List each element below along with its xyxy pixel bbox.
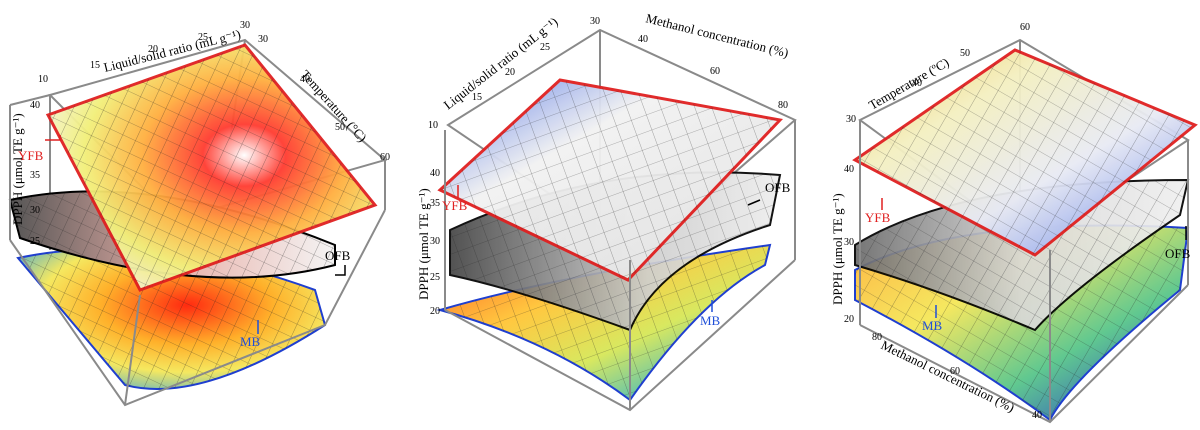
chart-1-y-tick: 50 [335, 122, 345, 133]
chart-2-z-tick: 20 [430, 306, 440, 317]
chart-1-x-tick: 30 [240, 20, 250, 31]
chart-1-z-tick: 40 [30, 100, 40, 111]
chart-3-y-tick: 40 [1032, 410, 1042, 421]
chart-3-y-tick: 80 [872, 332, 882, 343]
chart-2-y-tick: 60 [710, 66, 720, 77]
chart-2-ofb-label: OFB [765, 180, 791, 195]
chart-2-yfb-label: YFB [442, 198, 468, 213]
chart-1-box-edge [124, 294, 141, 406]
chart-1-x-tick: 15 [90, 60, 100, 71]
chart-3-box-bottom [859, 284, 1189, 424]
chart-panel-1: Liquid/solid ratio (mL g⁻¹) Temperature … [0, 0, 400, 425]
chart-1-x-tick: 20 [148, 44, 158, 55]
chart-3-svg: Temperature (ºC) Methanol concentration … [830, 22, 1198, 424]
chart-3-ofb-label: OFB [1165, 246, 1191, 261]
chart-3-z-axis-title: DPPH (μmol TE g⁻¹) [830, 193, 845, 305]
chart-2-z-axis-title: DPPH (μmol TE g⁻¹) [416, 188, 431, 300]
chart-3-mb-label: MB [922, 318, 943, 333]
chart-2-x-tick: 20 [505, 67, 515, 78]
chart-2-mb-label: MB [700, 313, 721, 328]
chart-3-y-tick: 60 [950, 366, 960, 377]
chart-2-z-tick: 25 [430, 272, 440, 283]
chart-2-box-bottom [444, 259, 796, 412]
chart-3-yfb-label: YFB [865, 210, 891, 225]
chart-1-y-tick: 40 [300, 74, 310, 85]
chart-3-z-tick: 30 [844, 237, 854, 248]
chart-1-z-axis-title: DPPH (μmol TE g⁻¹) [10, 113, 25, 225]
chart-1-box-edge [9, 94, 51, 106]
chart-1-mb-label: MB [240, 334, 261, 349]
chart-2-y-tick: 40 [638, 34, 648, 45]
chart-2-x-tick: 10 [428, 120, 438, 131]
chart-2-svg: Liquid/solid ratio (mL g⁻¹) Methanol con… [416, 10, 797, 412]
chart-3-x-tick: 50 [960, 48, 970, 59]
chart-2-ofb-pointer [747, 199, 761, 206]
yfb-mesh [48, 45, 375, 290]
chart-2-z-tick: 35 [430, 198, 440, 209]
chart-1-box-bottom [9, 209, 386, 407]
chart-1-z-tick: 30 [30, 205, 40, 216]
chart-1-ofb-pointer [335, 265, 346, 276]
chart-3-z-tick: 20 [844, 314, 854, 325]
chart-2-z-tick: 40 [430, 168, 440, 179]
chart-1-yfb-label: YFB [18, 148, 44, 163]
yfb-mesh [855, 50, 1195, 255]
chart-3-x-tick: 40 [912, 78, 922, 89]
chart-2-x-tick: 15 [472, 92, 482, 103]
chart-2-z-tick: 30 [430, 236, 440, 247]
chart-1-yfb-pointer [45, 135, 61, 141]
mb-mesh [18, 249, 325, 389]
chart-3-z-tick: 40 [844, 164, 854, 175]
chart-1-svg: Liquid/solid ratio (mL g⁻¹) Temperature … [8, 20, 390, 407]
chart-1-ofb-label: OFB [325, 248, 351, 263]
chart-2-x-tick: 30 [590, 16, 600, 27]
ofb-mesh [855, 180, 1188, 330]
chart-1-x-tick: 10 [38, 74, 48, 85]
yfb-mesh [440, 80, 780, 280]
chart-1-z-tick: 35 [30, 170, 40, 181]
chart-1-y-tick: 60 [380, 152, 390, 163]
chart-1-y-tick: 30 [258, 34, 268, 45]
chart-3-x-tick: 60 [1020, 22, 1030, 33]
chart-2-y-tick: 80 [778, 100, 788, 111]
chart-1-z-tick: 25 [30, 236, 40, 247]
chart-2-y-axis-title: Methanol concentration (%) [644, 10, 790, 60]
chart-2-x-tick: 25 [540, 42, 550, 53]
chart-panel-2: Liquid/solid ratio (mL g⁻¹) Methanol con… [400, 0, 810, 425]
chart-1-x-tick: 25 [198, 32, 208, 43]
mb-mesh [440, 245, 770, 400]
chart-panel-3: Temperature (ºC) Methanol concentration … [810, 0, 1200, 425]
chart-3-x-tick: 30 [846, 114, 856, 125]
